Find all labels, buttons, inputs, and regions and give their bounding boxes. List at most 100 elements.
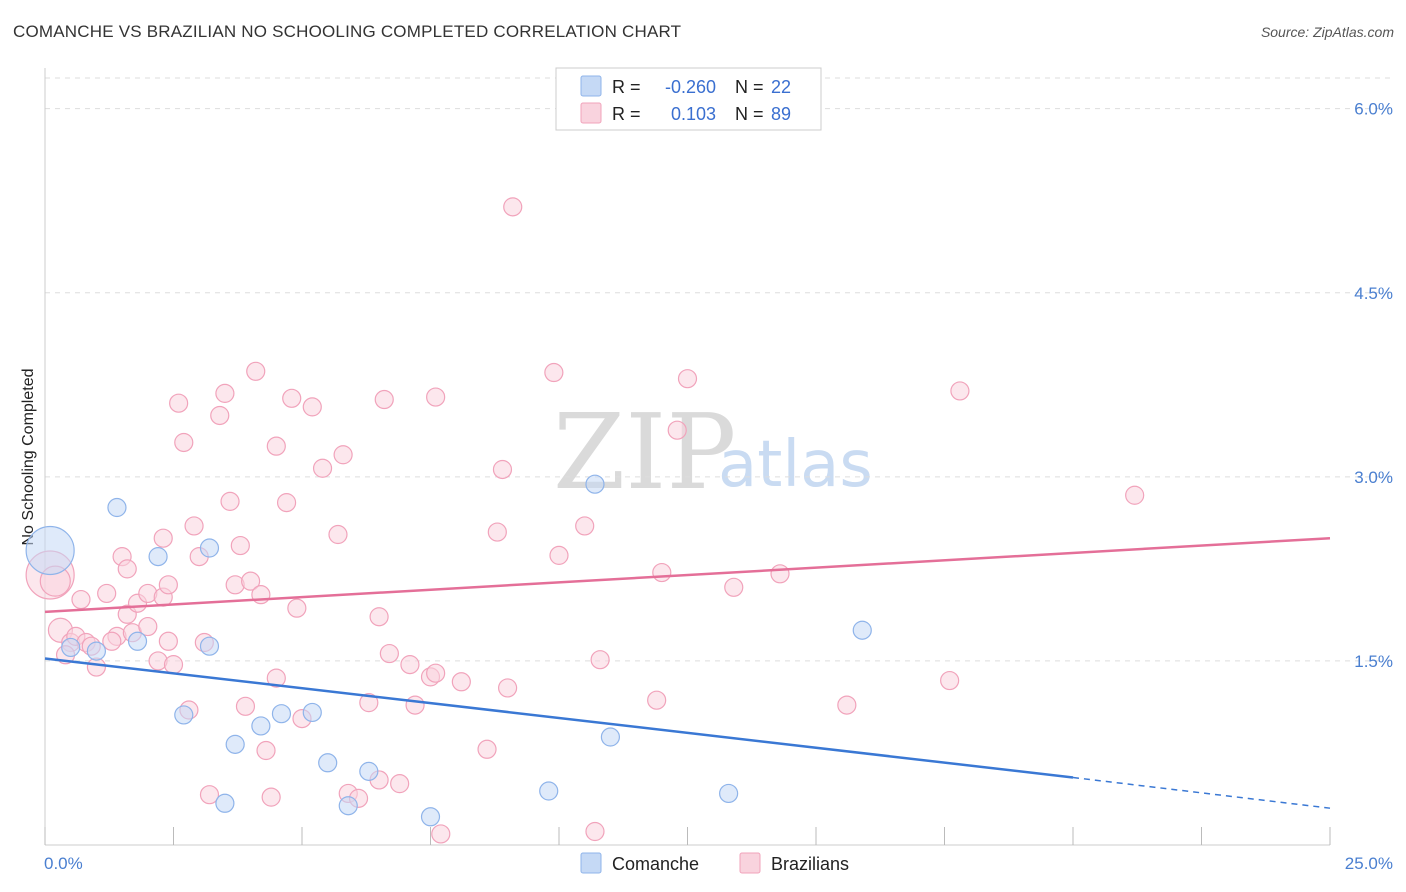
- brazilians-point: [174, 432, 194, 453]
- comanche-point: [420, 807, 441, 827]
- comanche-point: [107, 497, 127, 518]
- brazilians-point: [302, 397, 322, 417]
- comanche-point: [174, 705, 194, 725]
- brazilians-point: [287, 598, 307, 618]
- comanche-point: [338, 796, 358, 816]
- watermark-atlas: atlas: [718, 428, 873, 502]
- brazilians-point: [477, 739, 497, 759]
- y-tick-label: 4.5%: [1354, 284, 1393, 303]
- brazilians-point: [677, 369, 698, 389]
- brazilians-point: [503, 197, 523, 217]
- brazilians-point: [950, 381, 970, 401]
- legend-swatch-brazilians: [580, 102, 602, 124]
- brazilians-point: [163, 655, 184, 675]
- brazilians-point: [312, 458, 333, 478]
- brazilians-point: [158, 575, 178, 595]
- comanche-point: [318, 753, 338, 773]
- comanche-trend-line: [44, 657, 1074, 779]
- brazilians-point: [400, 655, 420, 675]
- brazilians-point: [138, 616, 158, 637]
- brazilians-point: [1125, 485, 1145, 505]
- brazilians-point: [282, 388, 302, 408]
- brazilians-point: [590, 650, 610, 670]
- comanche-point: [302, 702, 322, 723]
- brazilians-point: [210, 405, 230, 426]
- bottom-legend-swatch-comanche: [580, 852, 602, 874]
- comanche-point: [127, 631, 148, 651]
- series-comanche-points: [25, 474, 872, 827]
- comanche-point: [199, 636, 220, 656]
- brazilians-point: [379, 643, 399, 664]
- brazilians-point: [426, 663, 446, 683]
- brazilians-point: [549, 545, 569, 565]
- source-credit: Source: ZipAtlas.com: [1260, 24, 1394, 40]
- brazilians-point: [246, 361, 266, 381]
- comanche-point: [86, 641, 107, 661]
- legend-n-value-comanche: 22: [771, 77, 791, 97]
- brazilians-point: [199, 785, 220, 805]
- comanche-point: [61, 637, 81, 658]
- legend-swatch-comanche: [580, 75, 602, 97]
- brazilians-point: [940, 670, 960, 691]
- brazilians-point: [667, 420, 687, 440]
- brazilians-point: [374, 389, 394, 410]
- brazilians-point: [117, 559, 137, 579]
- comanche-trend-extension: [1072, 776, 1331, 809]
- brazilians-point: [405, 695, 425, 715]
- brazilians-point: [86, 657, 107, 677]
- brazilians-point: [431, 824, 451, 844]
- brazilians-point: [241, 571, 261, 591]
- brazilians-point: [235, 696, 256, 716]
- brazilians-point: [266, 436, 286, 456]
- brazilians-point: [333, 445, 353, 465]
- brazilians-point: [575, 516, 595, 536]
- legend-r-label-comanche: R =: [612, 77, 641, 97]
- brazilians-point: [261, 787, 281, 807]
- comanche-point: [585, 474, 605, 494]
- legend-n-label-comanche: N =: [735, 77, 764, 97]
- x-axis-tick-marks: [44, 827, 1331, 845]
- bottom-legend-label-brazilians: Brazilians: [771, 854, 849, 874]
- comanche-point: [359, 761, 379, 781]
- comanche-point: [148, 547, 168, 567]
- series-legend: Comanche Brazilians: [580, 852, 849, 874]
- comanche-point: [25, 525, 75, 576]
- brazilians-point: [102, 631, 122, 651]
- legend-n-label-brazilians: N =: [735, 104, 764, 124]
- x-tick-label-min: 0.0%: [44, 854, 83, 873]
- legend-r-value-brazilians: 0.103: [671, 104, 716, 124]
- brazilians-point: [426, 387, 446, 407]
- y-tick-label: 3.0%: [1354, 468, 1393, 487]
- brazilians-point: [230, 535, 250, 556]
- bottom-legend-swatch-brazilians: [739, 852, 761, 874]
- comanche-point: [852, 620, 872, 640]
- brazilians-point: [498, 678, 518, 698]
- y-axis-label: No Schooling Completed: [20, 369, 37, 546]
- series-brazilians-points: [25, 197, 1145, 844]
- brazilians-point: [158, 631, 178, 651]
- stats-legend: R = -0.260 N = 22 R = 0.103 N = 89: [555, 67, 822, 131]
- brazilians-point: [724, 577, 744, 597]
- y-tick-labels: 1.5% 3.0% 4.5% 6.0%: [1354, 100, 1393, 671]
- brazilians-point: [169, 393, 189, 413]
- comanche-point: [215, 793, 235, 813]
- legend-r-label-brazilians: R =: [612, 104, 641, 124]
- brazilians-point: [256, 740, 276, 761]
- y-tick-label: 6.0%: [1354, 100, 1393, 119]
- brazilians-point: [487, 522, 507, 542]
- brazilians-point: [153, 528, 173, 548]
- comanche-point: [251, 716, 271, 736]
- brazilians-point: [276, 493, 297, 513]
- brazilians-point: [652, 562, 672, 583]
- trend-lines: [44, 536, 1331, 809]
- brazilians-point: [451, 672, 471, 692]
- y-tick-label: 1.5%: [1354, 652, 1393, 671]
- comanche-point: [225, 734, 245, 754]
- chart-title: COMANCHE VS BRAZILIAN NO SCHOOLING COMPL…: [13, 22, 682, 41]
- brazilians-point: [544, 362, 564, 383]
- brazilians-point: [359, 693, 379, 713]
- watermark-zip: ZIP: [553, 391, 736, 513]
- brazilians-point: [369, 607, 389, 627]
- brazilians-point: [585, 821, 605, 842]
- comanche-point: [271, 704, 292, 724]
